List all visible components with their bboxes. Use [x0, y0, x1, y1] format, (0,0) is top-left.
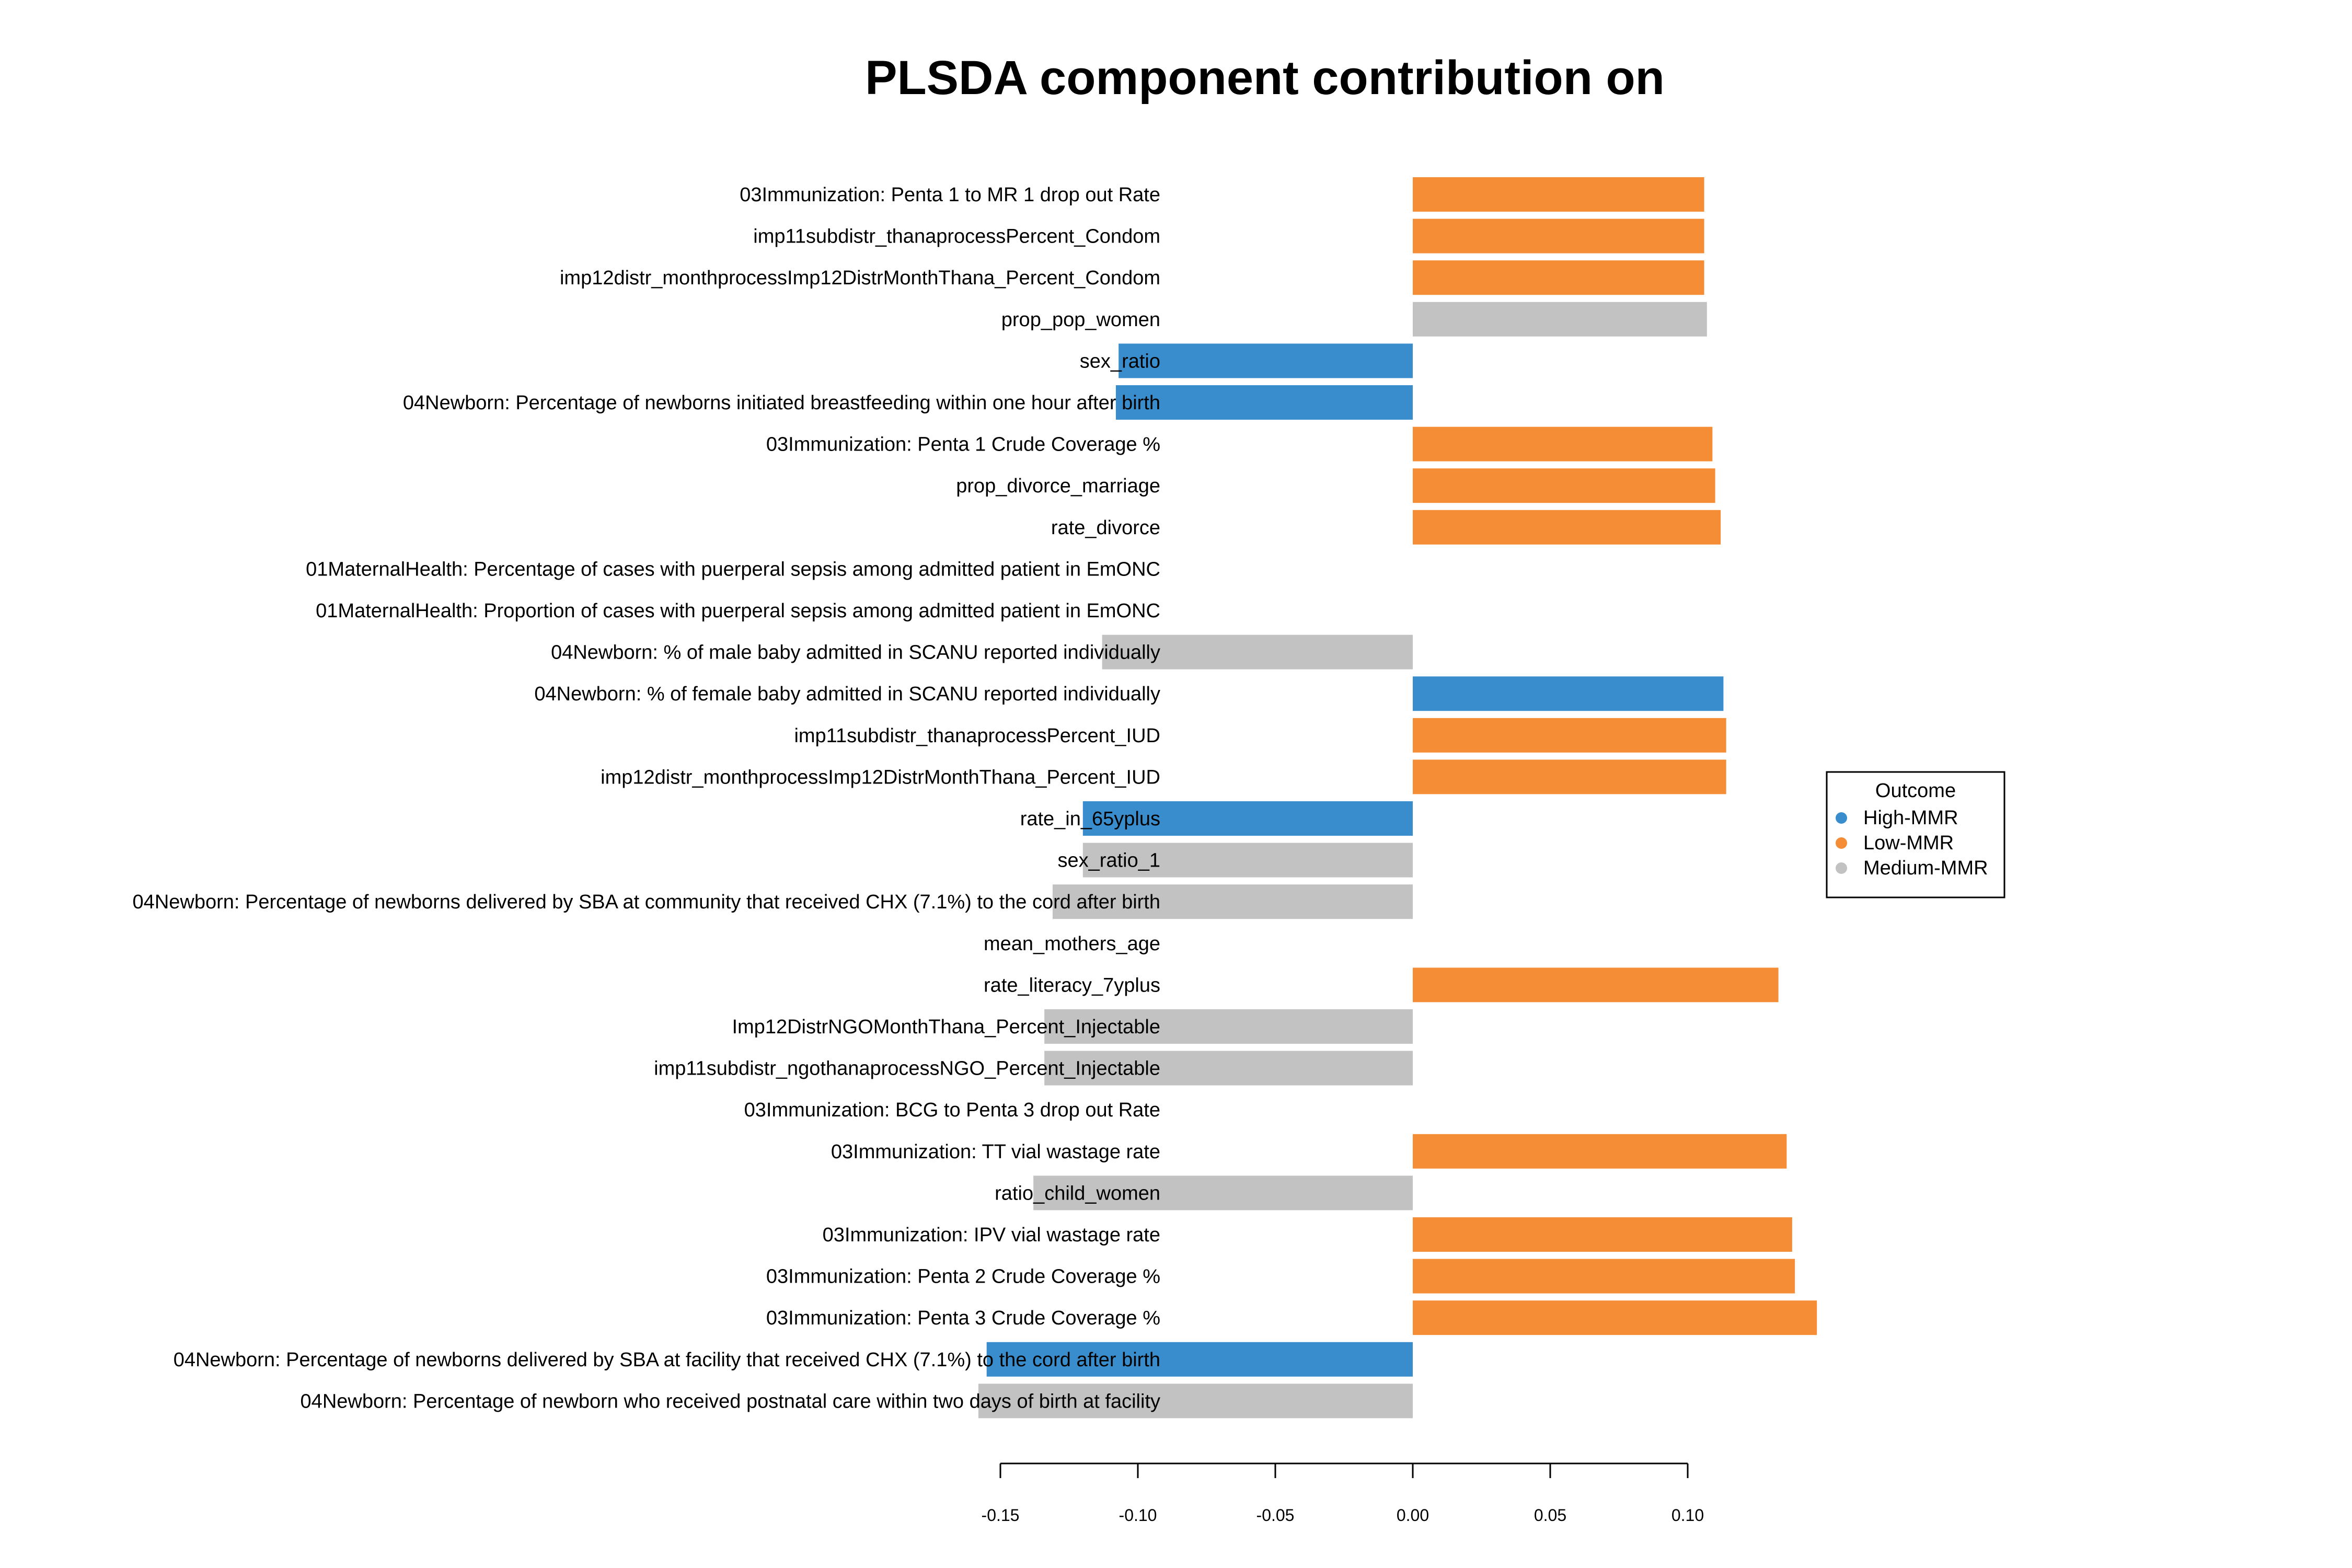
- legend-item-label: Low-MMR: [1863, 832, 1954, 854]
- category-label: imp12distr_monthprocessImp12DistrMonthTh…: [601, 766, 1160, 788]
- category-label: 01MaternalHealth: Percentage of cases wi…: [306, 558, 1160, 580]
- bar: [1413, 426, 1713, 462]
- category-label: imp12distr_monthprocessImp12DistrMonthTh…: [560, 267, 1160, 289]
- bar: [1044, 1009, 1413, 1044]
- bar: [986, 1342, 1413, 1377]
- legend-item-label: High-MMR: [1863, 807, 1958, 829]
- legend-item-label: Medium-MMR: [1863, 857, 1988, 879]
- legend-box: [1826, 771, 2005, 898]
- x-tick-label: -0.05: [1256, 1506, 1295, 1525]
- bar: [1413, 510, 1721, 545]
- bar: [1033, 1175, 1413, 1210]
- category-label: 03Immunization: Penta 2 Crude Coverage %: [766, 1266, 1160, 1288]
- bar: [1413, 676, 1724, 711]
- bar: [1115, 385, 1413, 420]
- x-axis: -0.15 -0.10 -0.05 0.00 0.05 0.10: [982, 1462, 1704, 1525]
- x-tick-label: -0.15: [982, 1506, 1020, 1525]
- bars-group: [978, 177, 1817, 1419]
- category-label: 03Immunization: Penta 1 to MR 1 drop out…: [740, 184, 1160, 206]
- x-tick-label: 0.00: [1397, 1506, 1429, 1525]
- bar: [1413, 1300, 1817, 1335]
- bar: [1082, 843, 1413, 878]
- bar: [1413, 1134, 1787, 1169]
- category-label: 03Immunization: BCG to Penta 3 drop out …: [744, 1099, 1160, 1121]
- bar: [1119, 343, 1413, 378]
- bar: [1413, 967, 1779, 1002]
- bar: [1102, 635, 1413, 670]
- bar: [978, 1383, 1413, 1419]
- category-label: 04Newborn: Percentage of newborns initia…: [403, 392, 1160, 414]
- category-label: 03Immunization: TT vial wastage rate: [831, 1141, 1160, 1163]
- category-label: 04Newborn: Percentage of newborn who rec…: [301, 1390, 1160, 1412]
- legend-title: Outcome: [1875, 780, 1956, 802]
- bar: [1044, 1051, 1413, 1086]
- category-label: imp11subdistr_thanaprocessPercent_IUD: [794, 725, 1160, 747]
- category-label: 04Newborn: Percentage of newborns delive…: [174, 1349, 1160, 1371]
- category-label: ratio_child_women: [995, 1182, 1160, 1204]
- category-label: imp11subdistr_thanaprocessPercent_Condom: [753, 226, 1160, 248]
- bar: [1413, 1259, 1795, 1294]
- category-label: imp11subdistr_ngothanaprocessNGO_Percent…: [654, 1058, 1160, 1080]
- category-label: prop_pop_women: [1001, 309, 1160, 331]
- bar: [1413, 177, 1704, 212]
- legend-swatch: [1836, 837, 1847, 849]
- bar: [1413, 260, 1704, 295]
- x-tick-label: 0.10: [1671, 1506, 1704, 1525]
- legend-swatch: [1836, 812, 1847, 824]
- category-label: rate_divorce: [1051, 517, 1160, 539]
- bar: [1082, 801, 1413, 836]
- bar: [1413, 218, 1704, 253]
- category-label: 03Immunization: Penta 1 Crude Coverage %: [766, 434, 1160, 456]
- bar: [1413, 759, 1726, 794]
- chart-title: PLSDA component contribution on: [865, 51, 1665, 105]
- x-tick-label: 0.05: [1534, 1506, 1566, 1525]
- bar: [1413, 468, 1715, 503]
- category-label: 03Immunization: IPV vial wastage rate: [823, 1224, 1160, 1246]
- bar: [1413, 1217, 1792, 1252]
- x-tick-label: -0.10: [1119, 1506, 1157, 1525]
- category-labels: 03Immunization: Penta 1 to MR 1 drop out…: [133, 184, 1160, 1412]
- category-label: 03Immunization: Penta 3 Crude Coverage %: [766, 1307, 1160, 1329]
- category-label: prop_divorce_marriage: [956, 475, 1160, 497]
- legend-swatch: [1836, 862, 1847, 874]
- category-label: mean_mothers_age: [984, 933, 1160, 955]
- category-label: sex_ratio_1: [1058, 850, 1160, 872]
- category-label: 04Newborn: % of male baby admitted in SC…: [551, 642, 1160, 664]
- category-label: 01MaternalHealth: Proportion of cases wi…: [316, 600, 1160, 622]
- category-label: 04Newborn: Percentage of newborns delive…: [133, 891, 1160, 913]
- category-label: sex_ratio: [1080, 350, 1160, 372]
- bar: [1413, 718, 1726, 753]
- category-label: Imp12DistrNGOMonthThana_Percent_Injectab…: [732, 1016, 1160, 1038]
- bar: [1052, 884, 1413, 919]
- category-label: 04Newborn: % of female baby admitted in …: [534, 683, 1160, 705]
- category-label: rate_in_65yplus: [1020, 808, 1160, 830]
- legend: Outcome High-MMR Low-MMR Medium-MMR: [1826, 771, 2005, 898]
- category-label: rate_literacy_7yplus: [984, 974, 1160, 996]
- bar: [1413, 302, 1707, 337]
